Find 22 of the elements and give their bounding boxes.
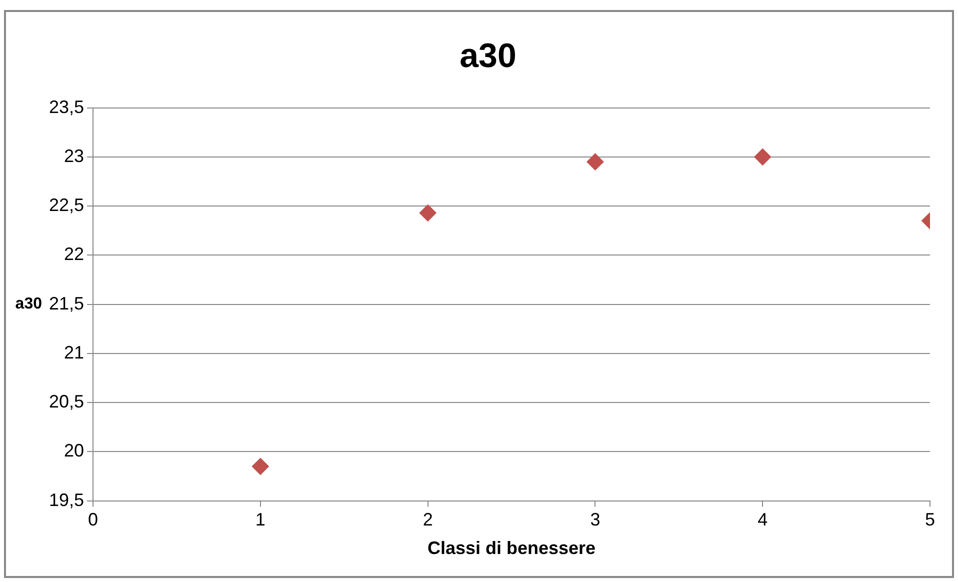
x-tick-label: 3 xyxy=(590,510,600,530)
point xyxy=(586,153,604,170)
x-tick-label: 1 xyxy=(255,510,266,530)
chart-title: a30 xyxy=(460,36,516,75)
y-tick-label: 22,5 xyxy=(48,195,84,216)
point xyxy=(252,458,269,475)
y-tick-label: 21,5 xyxy=(48,293,84,314)
y-tick-label: 21 xyxy=(64,342,84,362)
point xyxy=(419,204,436,222)
y-tick-label: 23 xyxy=(64,146,84,166)
x-tick-label: 5 xyxy=(924,510,936,530)
point xyxy=(754,148,772,166)
y-tick-label: 19,5 xyxy=(48,490,84,510)
x-tick-label: 4 xyxy=(758,510,768,530)
x-tick-label: 2 xyxy=(422,510,433,530)
y-tick-label: 22 xyxy=(64,244,84,264)
x-axis-title: Classi di benessere xyxy=(427,538,596,558)
x-tick-label: 0 xyxy=(88,510,98,530)
y-tick-label: 20,5 xyxy=(48,392,84,412)
y-tick-label: 23,5 xyxy=(48,96,84,117)
y-tick-label: 20 xyxy=(64,440,84,461)
y-axis-title: a30 xyxy=(15,296,42,313)
